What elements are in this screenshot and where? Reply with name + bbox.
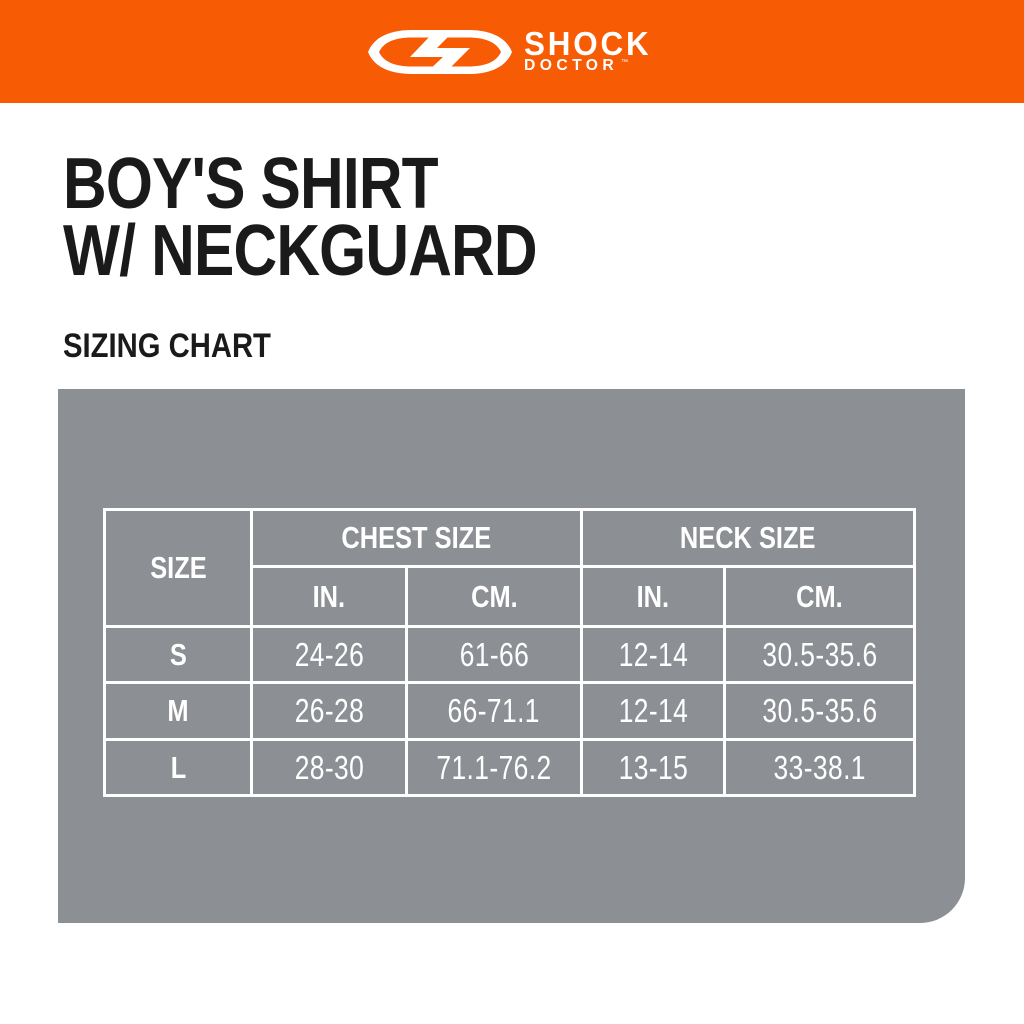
chest-in-value: 28-30: [250, 738, 408, 797]
col-header-chest-cm: CM.: [405, 565, 583, 628]
logo-shock-text: SHOCK: [523, 25, 652, 62]
chest-in-value: 24-26: [250, 625, 408, 684]
size-label: L: [103, 738, 253, 797]
lightning-bolt-icon: [367, 29, 512, 74]
col-group-chest-size: CHEST SIZE: [250, 508, 583, 568]
logo-wordmark: SHOCK DOCTOR ™: [523, 25, 658, 74]
size-label: S: [103, 625, 253, 684]
neck-cm-value: 33-38.1: [722, 738, 917, 797]
logo-doctor-text: DOCTOR: [523, 57, 619, 74]
trademark-symbol: ™: [620, 59, 628, 66]
neck-in-value: 12-14: [580, 681, 726, 741]
col-header-neck-in: IN.: [580, 565, 726, 628]
neck-cm-value: 30.5-35.6: [722, 625, 917, 684]
size-label: M: [103, 681, 253, 741]
col-header-chest-in: IN.: [250, 565, 408, 628]
chest-cm-value: 61-66: [405, 625, 583, 684]
neck-cm-value: 30.5-35.6: [722, 681, 917, 741]
product-title-line2: W/ NECKGUARD: [63, 211, 538, 291]
product-title: BOY'S SHIRT W/ NECKGUARD: [63, 144, 627, 291]
neck-in-value: 13-15: [580, 738, 726, 797]
col-header-size: SIZE: [103, 508, 253, 628]
shock-doctor-logo: SHOCK DOCTOR ™: [366, 26, 658, 78]
neck-in-value: 12-14: [580, 625, 726, 684]
sizing-chart-heading: SIZING CHART: [63, 327, 271, 365]
sizing-table: SIZE CHEST SIZE NECK SIZE IN. CM. IN. CM…: [103, 508, 917, 797]
table-row-large: L 28-30 71.1-76.2 13-15 33-38.1: [103, 738, 917, 797]
table-row-medium: M 26-28 66-71.1 12-14 30.5-35.6: [103, 681, 917, 741]
product-title-line1: BOY'S SHIRT: [63, 144, 439, 224]
chest-cm-value: 71.1-76.2: [405, 738, 583, 797]
chest-in-value: 26-28: [250, 681, 408, 741]
col-group-neck-size: NECK SIZE: [579, 508, 917, 568]
sizing-chart-panel: SIZE CHEST SIZE NECK SIZE IN. CM. IN. CM…: [58, 389, 965, 923]
col-header-neck-cm: CM.: [722, 565, 917, 628]
brand-banner: SHOCK DOCTOR ™: [0, 0, 1024, 103]
chest-cm-value: 66-71.1: [405, 681, 583, 741]
table-row-small: S 24-26 61-66 12-14 30.5-35.6: [103, 625, 917, 684]
